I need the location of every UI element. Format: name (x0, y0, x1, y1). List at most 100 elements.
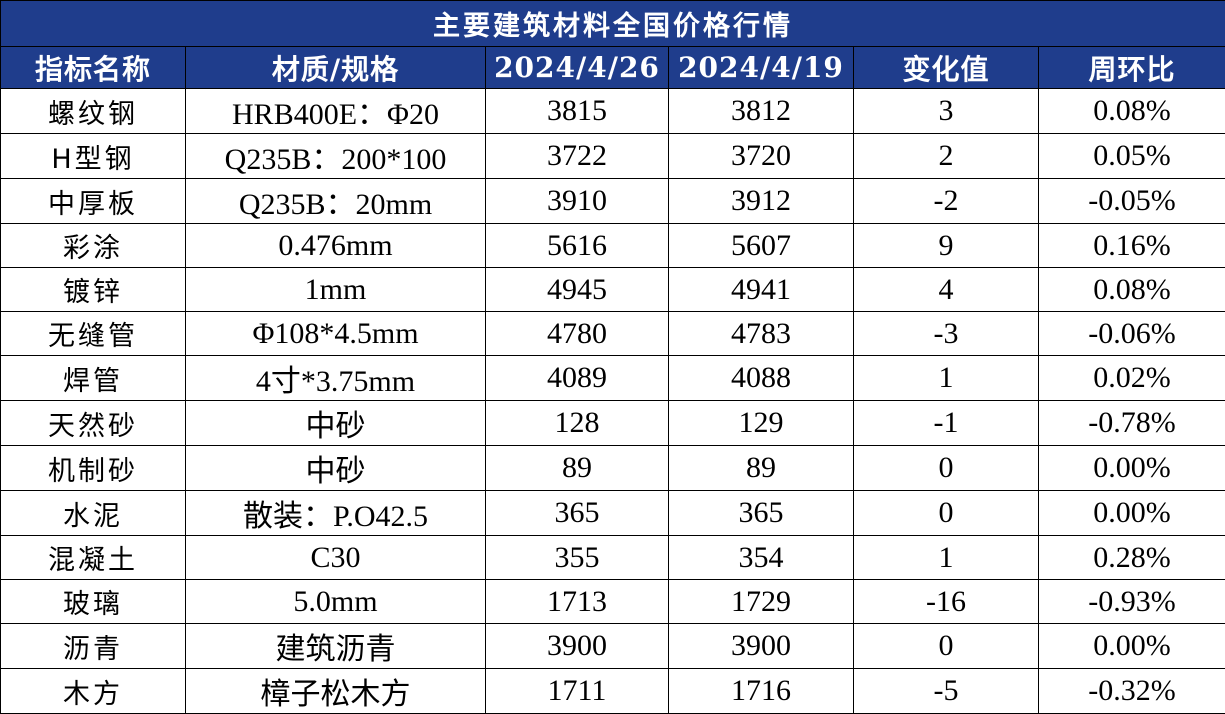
price-current: 1711 (486, 669, 669, 714)
material-spec: 中砂 (186, 446, 486, 491)
material-name: H型钢 (1, 134, 186, 179)
week-ratio: 0.08% (1039, 268, 1225, 312)
change-value: 2 (854, 134, 1039, 179)
price-current: 355 (486, 536, 669, 580)
material-spec: 4寸*3.75mm (186, 356, 486, 401)
material-name: 螺纹钢 (1, 89, 186, 134)
material-spec: 建筑沥青 (186, 624, 486, 669)
week-ratio: -0.06% (1039, 312, 1225, 356)
material-name: 彩涂 (1, 224, 186, 268)
change-value: -1 (854, 401, 1039, 446)
change-value: 1 (854, 356, 1039, 401)
price-previous: 1716 (669, 669, 854, 714)
change-value: 9 (854, 224, 1039, 268)
material-spec: 0.476mm (186, 224, 486, 268)
week-ratio: 0.02% (1039, 356, 1225, 401)
header-indicator: 指标名称 (1, 47, 186, 89)
week-ratio: 0.16% (1039, 224, 1225, 268)
header-change: 变化值 (854, 47, 1039, 89)
header-current-date: 2024/4/26 (486, 47, 669, 89)
material-spec: 散装：P.O42.5 (186, 491, 486, 536)
week-ratio: -0.78% (1039, 401, 1225, 446)
header-spec: 材质/规格 (186, 47, 486, 89)
change-value: 1 (854, 536, 1039, 580)
price-current: 3900 (486, 624, 669, 669)
material-name: 天然砂 (1, 401, 186, 446)
week-ratio: -0.32% (1039, 669, 1225, 714)
change-value: 0 (854, 491, 1039, 536)
change-value: 3 (854, 89, 1039, 134)
price-previous: 1729 (669, 580, 854, 624)
material-name: 中厚板 (1, 179, 186, 224)
material-name: 机制砂 (1, 446, 186, 491)
material-name: 混凝土 (1, 536, 186, 580)
header-row: 指标名称 材质/规格 2024/4/26 2024/4/19 变化值 周环比 (1, 47, 1225, 89)
material-spec: Φ108*4.5mm (186, 312, 486, 356)
material-spec: HRB400E：Φ20 (186, 89, 486, 134)
week-ratio: 0.00% (1039, 446, 1225, 491)
price-current: 128 (486, 401, 669, 446)
change-value: -16 (854, 580, 1039, 624)
price-previous: 129 (669, 401, 854, 446)
title-row: 主要建筑材料全国价格行情 (1, 1, 1225, 47)
material-spec: 1mm (186, 268, 486, 312)
material-spec: Q235B：200*100 (186, 134, 486, 179)
price-previous: 4941 (669, 268, 854, 312)
price-previous: 3812 (669, 89, 854, 134)
price-previous: 4783 (669, 312, 854, 356)
material-name: 水泥 (1, 491, 186, 536)
price-previous: 3912 (669, 179, 854, 224)
price-previous: 3720 (669, 134, 854, 179)
material-name: 玻璃 (1, 580, 186, 624)
table-title: 主要建筑材料全国价格行情 (1, 1, 1225, 47)
price-previous: 89 (669, 446, 854, 491)
change-value: 0 (854, 446, 1039, 491)
material-name: 无缝管 (1, 312, 186, 356)
price-current: 4089 (486, 356, 669, 401)
price-previous: 4088 (669, 356, 854, 401)
header-previous-date: 2024/4/19 (669, 47, 854, 89)
header-week-ratio: 周环比 (1039, 47, 1225, 89)
week-ratio: 0.05% (1039, 134, 1225, 179)
price-previous: 5607 (669, 224, 854, 268)
material-name: 木方 (1, 669, 186, 714)
change-value: 4 (854, 268, 1039, 312)
week-ratio: 0.28% (1039, 536, 1225, 580)
change-value: -2 (854, 179, 1039, 224)
price-current: 4945 (486, 268, 669, 312)
price-current: 89 (486, 446, 669, 491)
material-spec: 5.0mm (186, 580, 486, 624)
price-current: 3815 (486, 89, 669, 134)
change-value: -5 (854, 669, 1039, 714)
price-current: 365 (486, 491, 669, 536)
week-ratio: 0.00% (1039, 624, 1225, 669)
price-previous: 3900 (669, 624, 854, 669)
price-current: 1713 (486, 580, 669, 624)
price-current: 4780 (486, 312, 669, 356)
week-ratio: -0.05% (1039, 179, 1225, 224)
material-name: 镀锌 (1, 268, 186, 312)
change-value: -3 (854, 312, 1039, 356)
price-current: 5616 (486, 224, 669, 268)
material-spec: C30 (186, 536, 486, 580)
price-current: 3722 (486, 134, 669, 179)
material-spec: 樟子松木方 (186, 669, 486, 714)
week-ratio: -0.93% (1039, 580, 1225, 624)
change-value: 0 (854, 624, 1039, 669)
